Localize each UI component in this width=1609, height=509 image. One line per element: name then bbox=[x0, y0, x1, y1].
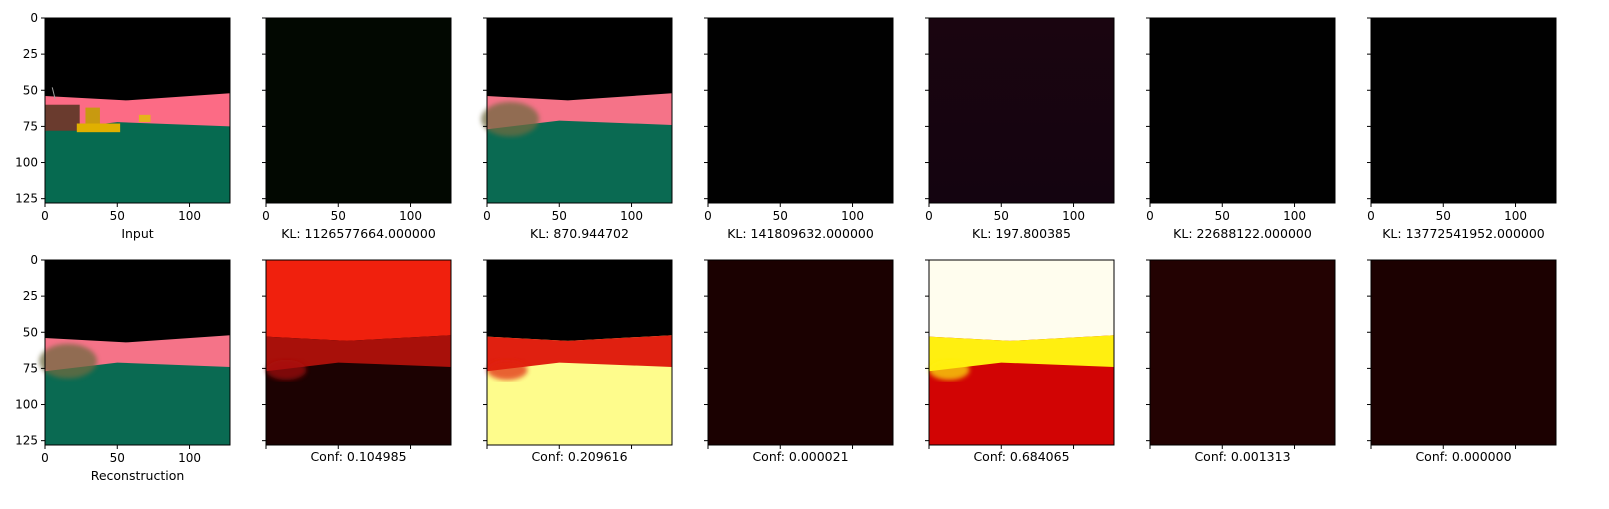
panel-image bbox=[1150, 18, 1335, 203]
panel-image bbox=[1150, 260, 1335, 445]
panel-label: Input bbox=[121, 226, 153, 241]
x-tick-label: 0 bbox=[262, 209, 270, 223]
x-tick-label: 100 bbox=[178, 451, 201, 465]
panel-label: Reconstruction bbox=[91, 468, 185, 483]
panel-image bbox=[45, 18, 230, 203]
axes-frame bbox=[1370, 17, 1557, 204]
x-tick-label: 0 bbox=[41, 451, 49, 465]
axes-frame bbox=[265, 17, 452, 204]
panel-2-5: Conf: 0.684065 bbox=[925, 259, 1115, 464]
panel-image bbox=[929, 18, 1114, 203]
panel-1-2: 0 50 100 KL: 1126577664.000000 bbox=[262, 17, 452, 241]
panel-label: KL: 197.800385 bbox=[972, 226, 1071, 241]
x-tick-label: 50 bbox=[110, 451, 125, 465]
x-tick-label: 100 bbox=[841, 209, 864, 223]
panel-1-5: 0 50 100 KL: 197.800385 bbox=[925, 17, 1115, 241]
panel-image bbox=[481, 18, 672, 203]
axes-frame bbox=[707, 17, 894, 204]
panel-image bbox=[39, 260, 230, 445]
y-tick-label: 75 bbox=[23, 119, 38, 133]
x-tick-label: 100 bbox=[620, 209, 643, 223]
y-tick-label: 100 bbox=[15, 398, 38, 412]
panel-label: Conf: 0.104985 bbox=[310, 449, 406, 464]
axes-frame bbox=[1370, 259, 1557, 446]
panel-2-3: Conf: 0.209616 bbox=[483, 259, 673, 464]
x-tick-label: 100 bbox=[1062, 209, 1085, 223]
x-tick-label: 50 bbox=[994, 209, 1009, 223]
panel-image bbox=[1371, 18, 1556, 203]
x-tick-label: 50 bbox=[331, 209, 346, 223]
y-tick-label: 125 bbox=[15, 192, 38, 206]
panel-image bbox=[708, 260, 893, 445]
panel-label: Conf: 0.000021 bbox=[752, 449, 848, 464]
panel-image bbox=[929, 260, 1114, 445]
panel-2-2: Conf: 0.104985 bbox=[262, 259, 452, 464]
y-tick-label: 25 bbox=[23, 47, 38, 61]
panel-2-6: Conf: 0.001313 bbox=[1146, 259, 1336, 464]
x-tick-label: 50 bbox=[1215, 209, 1230, 223]
x-tick-label: 50 bbox=[1436, 209, 1451, 223]
panel-label: KL: 13772541952.000000 bbox=[1382, 226, 1545, 241]
x-tick-label: 100 bbox=[1283, 209, 1306, 223]
y-tick-label: 0 bbox=[30, 253, 38, 267]
panel-label: KL: 22688122.000000 bbox=[1173, 226, 1312, 241]
panel-label: Conf: 0.001313 bbox=[1194, 449, 1290, 464]
panel-image bbox=[487, 260, 672, 445]
panel-image bbox=[266, 260, 451, 445]
panel-label: Conf: 0.000000 bbox=[1415, 449, 1511, 464]
panel-2-7: Conf: 0.000000 bbox=[1367, 259, 1557, 464]
y-tick-label: 125 bbox=[15, 434, 38, 448]
panel-label: KL: 1126577664.000000 bbox=[281, 226, 436, 241]
axes-frame bbox=[1149, 17, 1336, 204]
axes-frame bbox=[44, 17, 231, 204]
x-tick-label: 50 bbox=[110, 209, 125, 223]
x-tick-label: 100 bbox=[178, 209, 201, 223]
axes-frame bbox=[928, 259, 1115, 446]
axes-frame bbox=[707, 259, 894, 446]
x-tick-label: 0 bbox=[1146, 209, 1154, 223]
panel-label: KL: 141809632.000000 bbox=[727, 226, 874, 241]
panel-1-7: 0 50 100 KL: 13772541952.000000 bbox=[1367, 17, 1557, 241]
x-tick-label: 0 bbox=[483, 209, 491, 223]
axes-frame bbox=[265, 259, 452, 446]
y-tick-label: 50 bbox=[23, 325, 38, 339]
panel-image bbox=[1371, 260, 1556, 445]
x-tick-label: 0 bbox=[925, 209, 933, 223]
panel-label: Conf: 0.684065 bbox=[973, 449, 1069, 464]
x-tick-label: 50 bbox=[552, 209, 567, 223]
axes-frame bbox=[928, 17, 1115, 204]
y-tick-label: 100 bbox=[15, 156, 38, 170]
y-tick-label: 75 bbox=[23, 361, 38, 375]
panel-image bbox=[266, 18, 451, 203]
panel-1-6: 0 50 100 KL: 22688122.000000 bbox=[1146, 17, 1336, 241]
axes-frame bbox=[44, 259, 231, 446]
y-tick-label: 50 bbox=[23, 83, 38, 97]
panel-2-4: Conf: 0.000021 bbox=[704, 259, 894, 464]
y-tick-label: 25 bbox=[23, 289, 38, 303]
x-tick-label: 100 bbox=[399, 209, 422, 223]
panel-label: KL: 870.944702 bbox=[530, 226, 629, 241]
x-tick-label: 0 bbox=[41, 209, 49, 223]
axes-frame bbox=[486, 17, 673, 204]
panel-1-4: 0 50 100 KL: 141809632.000000 bbox=[704, 17, 894, 241]
panel-1-3: 0 50 100 KL: 870.944702 bbox=[481, 17, 673, 241]
panel-image bbox=[708, 18, 893, 203]
panel-label: Conf: 0.209616 bbox=[531, 449, 627, 464]
axes-frame bbox=[486, 259, 673, 446]
x-tick-label: 0 bbox=[1367, 209, 1375, 223]
x-tick-label: 100 bbox=[1504, 209, 1527, 223]
y-tick-label: 0 bbox=[30, 11, 38, 25]
x-tick-label: 50 bbox=[773, 209, 788, 223]
x-tick-label: 0 bbox=[704, 209, 712, 223]
axes-frame bbox=[1149, 259, 1336, 446]
